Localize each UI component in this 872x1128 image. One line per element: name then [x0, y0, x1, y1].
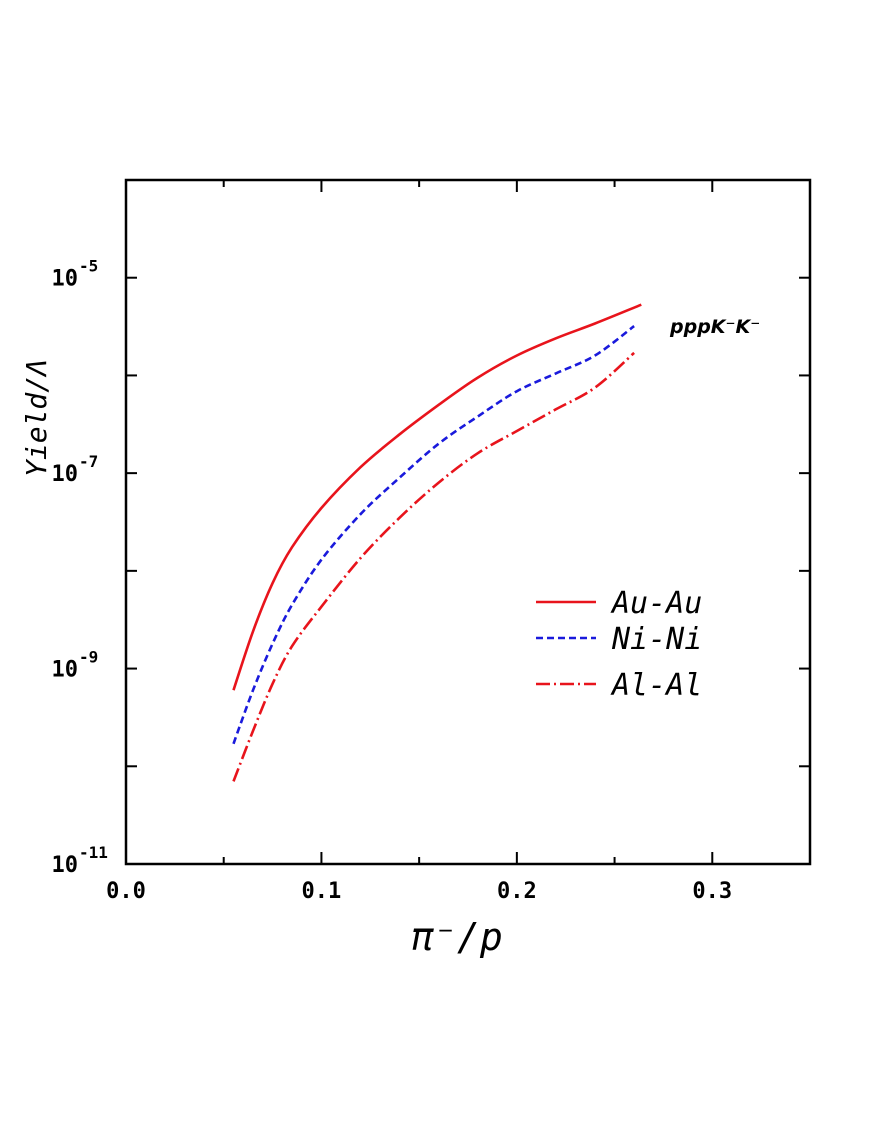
x-axis-label: π⁻/p	[411, 915, 503, 959]
y-tick-exponent: -7	[79, 452, 98, 471]
y-axis-label: Yield/Λ	[20, 359, 53, 477]
series-line-ni-ni	[232, 325, 635, 745]
y-tick-exponent: -9	[79, 648, 98, 667]
y-tick-exponent: -5	[79, 257, 98, 276]
series-layer	[232, 303, 642, 782]
y-tick-label: 10	[52, 853, 79, 878]
y-tick-label: 10	[52, 658, 79, 683]
y-tick-label: 10	[52, 267, 79, 292]
x-tick-label: 0.2	[497, 879, 537, 904]
plot-frame	[124, 178, 812, 866]
y-tick-label: 10	[52, 462, 79, 487]
x-tick-label: 0.1	[302, 879, 342, 904]
legend-label-al-al: Al-Al	[610, 668, 702, 703]
legend: Au-Au Ni-Ni Al-Al	[536, 586, 702, 703]
series-line-al-al	[232, 351, 635, 782]
x-tick-label: 0.3	[692, 879, 732, 904]
x-tick-label: 0.0	[106, 879, 146, 904]
x-ticks: 0.0 0.1 0.2 0.3	[106, 180, 811, 904]
y-tick-exponent: -11	[79, 843, 108, 862]
legend-label-ni-ni: Ni-Ni	[611, 622, 702, 657]
series-line-au-au	[232, 303, 642, 691]
annotation-label: pppK⁻K⁻	[669, 316, 760, 338]
legend-label-au-au: Au-Au	[610, 586, 702, 621]
